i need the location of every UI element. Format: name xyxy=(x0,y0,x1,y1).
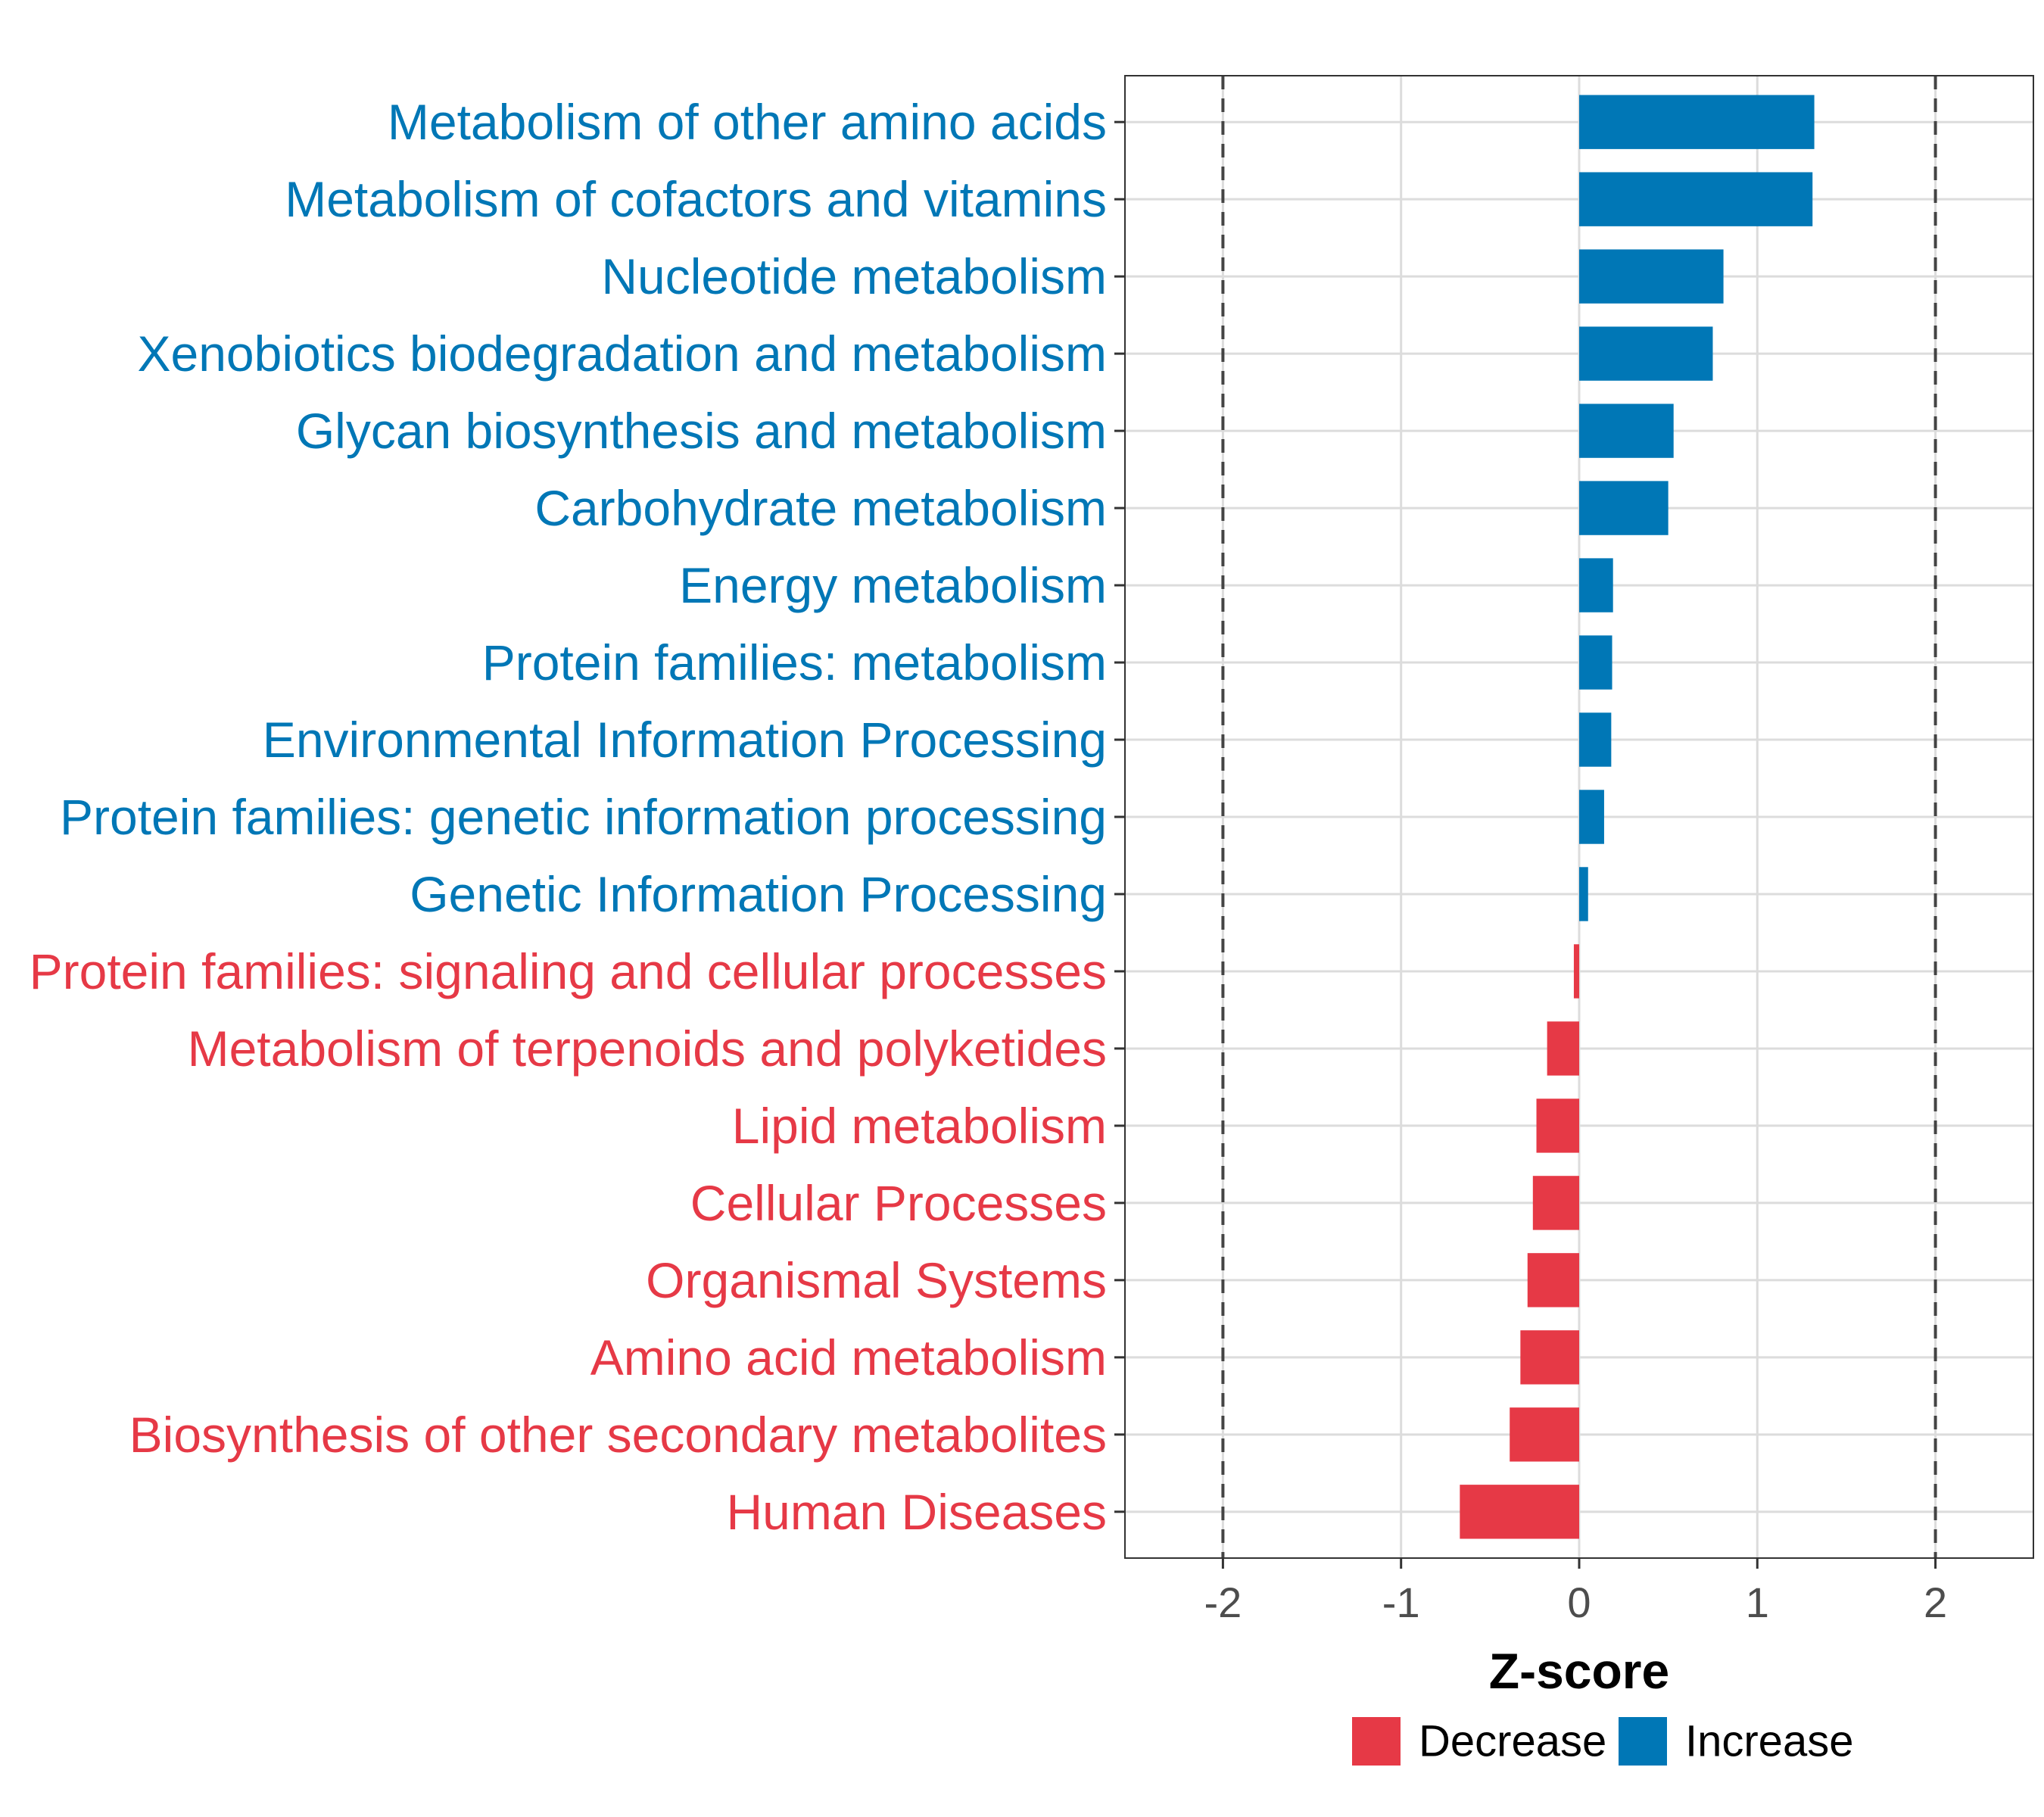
category-label: Environmental Information Processing xyxy=(263,712,1107,768)
category-label: Metabolism of cofactors and vitamins xyxy=(285,171,1107,227)
category-label: Xenobiotics biodegradation and metabolis… xyxy=(138,326,1108,382)
bar-increase xyxy=(1579,790,1604,844)
category-label: Glycan biosynthesis and metabolism xyxy=(296,403,1107,459)
category-label: Protein families: signaling and cellular… xyxy=(30,943,1107,999)
x-tick-label: 1 xyxy=(1746,1579,1769,1626)
x-tick-label: 2 xyxy=(1924,1579,1947,1626)
bar-decrease xyxy=(1536,1099,1579,1153)
axis-ticks xyxy=(1114,120,1937,1569)
reference-lines xyxy=(1221,76,1937,1558)
bar-increase xyxy=(1579,558,1613,612)
legend: Decrease Increase xyxy=(1352,1717,1853,1766)
bar-increase xyxy=(1579,635,1612,690)
category-label: Lipid metabolism xyxy=(732,1098,1107,1154)
bar-decrease xyxy=(1510,1407,1579,1462)
bar-increase xyxy=(1579,712,1612,767)
x-tick-labels: -2 -1 0 1 2 xyxy=(1204,1579,1948,1626)
legend-label: Decrease xyxy=(1419,1717,1606,1766)
category-label: Energy metabolism xyxy=(679,557,1107,613)
bar-decrease xyxy=(1520,1330,1579,1385)
x-tick-label: 0 xyxy=(1567,1579,1591,1626)
bars xyxy=(1460,95,1815,1539)
x-axis-title: Z-score xyxy=(1489,1643,1669,1699)
bar-decrease xyxy=(1547,1021,1579,1076)
category-label: Protein families: genetic information pr… xyxy=(60,789,1107,845)
category-label: Amino acid metabolism xyxy=(590,1329,1107,1385)
bar-decrease xyxy=(1460,1485,1579,1539)
category-label: Cellular Processes xyxy=(690,1175,1107,1231)
category-label: Protein families: metabolism xyxy=(482,634,1107,690)
category-label: Carbohydrate metabolism xyxy=(534,480,1107,536)
category-label: Metabolism of other amino acids xyxy=(388,94,1107,150)
bar-decrease xyxy=(1527,1253,1579,1307)
legend-key-increase xyxy=(1619,1717,1667,1766)
bar-decrease xyxy=(1532,1176,1579,1230)
bar-increase xyxy=(1579,481,1669,535)
legend-key-decrease xyxy=(1352,1717,1401,1766)
category-labels: Metabolism of other amino acids Metabolis… xyxy=(30,94,1107,1540)
category-label: Human Diseases xyxy=(726,1484,1107,1540)
category-label: Metabolism of terpenoids and polyketides xyxy=(188,1021,1107,1077)
category-label: Biosynthesis of other secondary metaboli… xyxy=(129,1407,1107,1463)
x-tick-label: -2 xyxy=(1204,1579,1242,1626)
legend-label: Increase xyxy=(1685,1717,1853,1766)
category-label: Nucleotide metabolism xyxy=(601,248,1107,304)
bar-increase xyxy=(1579,172,1813,226)
bar-decrease xyxy=(1573,944,1579,999)
bar-increase xyxy=(1579,326,1713,381)
bar-increase xyxy=(1579,867,1588,921)
category-label: Organismal Systems xyxy=(646,1252,1107,1308)
bar-increase xyxy=(1579,404,1674,458)
bar-increase xyxy=(1579,249,1724,304)
bar-increase xyxy=(1579,95,1815,149)
category-label: Genetic Information Processing xyxy=(410,866,1107,922)
x-tick-label: -1 xyxy=(1382,1579,1420,1626)
